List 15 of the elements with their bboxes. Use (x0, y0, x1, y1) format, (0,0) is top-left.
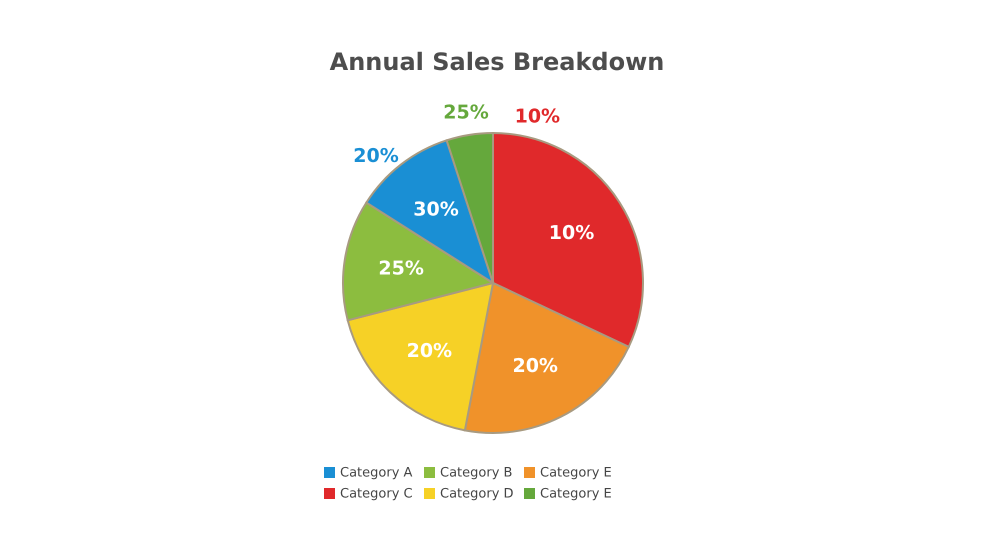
legend-label: Category D (440, 486, 514, 502)
text: 20% (406, 340, 452, 362)
slice-label: Category E (540, 486, 612, 502)
text: 20% (512, 354, 558, 377)
text: 25% (378, 257, 424, 280)
legend-label: Category A (340, 466, 413, 480)
text: 10% (548, 222, 594, 244)
legend-label: Category E (540, 466, 612, 480)
chart-title: Annual Sales Breakdown (330, 48, 664, 76)
text: 10% (514, 105, 560, 128)
text: 20% (353, 145, 399, 168)
text: 30% (413, 198, 459, 221)
legend-label: Category C (340, 486, 413, 502)
legend-label: Category B (440, 466, 512, 480)
text: 25% (443, 102, 489, 124)
